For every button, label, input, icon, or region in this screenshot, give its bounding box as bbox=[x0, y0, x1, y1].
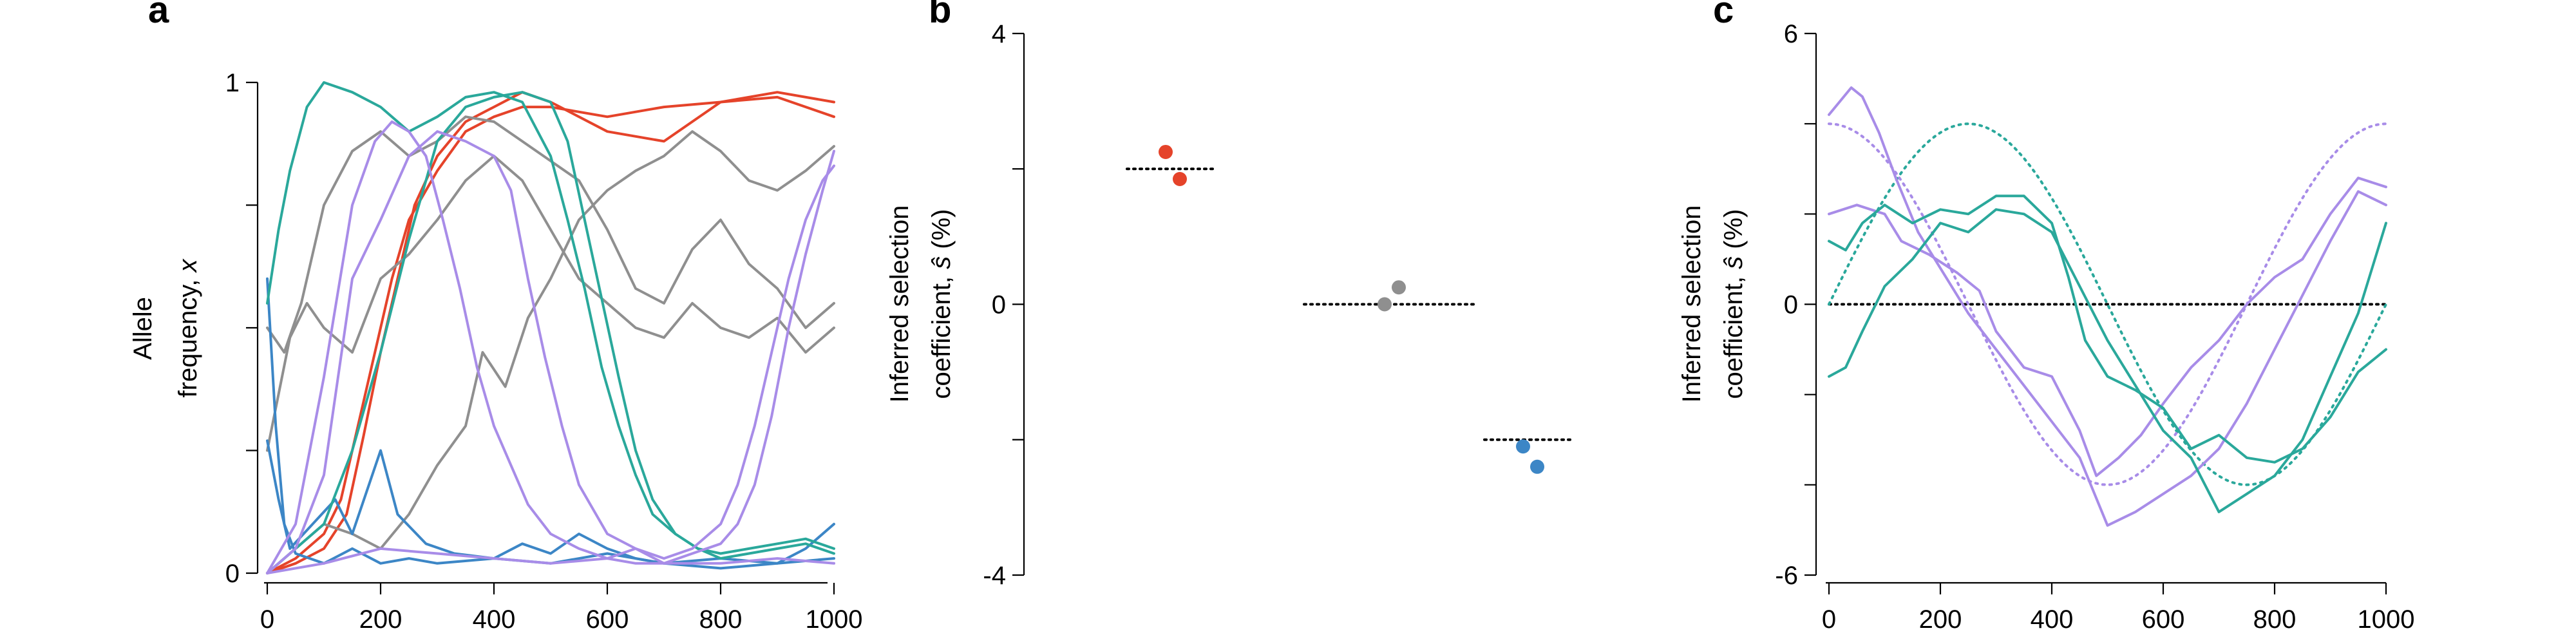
panel-b-y-ticks: -4 0 4 bbox=[983, 20, 1024, 590]
allele-trajectory-teal bbox=[266, 91, 835, 574]
panel-b-label: b bbox=[929, 0, 951, 31]
a-x-tick-label: 600 bbox=[586, 605, 629, 634]
allele-trajectory-gray bbox=[266, 115, 835, 354]
inferred-s-curve-teal bbox=[1828, 208, 2387, 513]
c-x-tick-label: 800 bbox=[2253, 605, 2297, 634]
a-x-tick-label: 0 bbox=[260, 605, 274, 634]
panel-c-y-title-unit: (%) bbox=[1719, 209, 1748, 256]
a-x-tick-label: 400 bbox=[473, 605, 516, 634]
panel-c-label: c bbox=[1713, 0, 1734, 31]
inferred-s-point-blue bbox=[1516, 439, 1530, 454]
panel-c-inferred-curves bbox=[1828, 86, 2387, 527]
panel-c-inferred-selection-time-varying: c -6 0 6 0 200 400 600 800 1000 Inferred select… bbox=[1678, 0, 2414, 634]
panel-a-label: a bbox=[148, 0, 169, 31]
allele-trajectory-gray bbox=[266, 155, 835, 452]
inferred-s-point-red bbox=[1173, 172, 1187, 187]
inferred-s-point-gray bbox=[1392, 280, 1406, 295]
allele-trajectory-red bbox=[266, 91, 835, 574]
c-y-tick-label: 6 bbox=[1784, 20, 1798, 48]
c-y-tick-label: -6 bbox=[1775, 562, 1798, 590]
c-x-tick-label: 200 bbox=[1919, 605, 1962, 634]
panel-b-y-title-plain: coefficient, bbox=[927, 269, 956, 399]
panel-b-inferred-selection-constant: b -4 0 4 Inferred selection coefficient, ŝ… bbox=[886, 0, 1576, 590]
a-y-tick-label: 1 bbox=[225, 69, 240, 97]
inferred-s-curve-purple bbox=[1828, 86, 2387, 527]
panel-a-y-title-variable: x bbox=[174, 258, 202, 274]
panel-c-y-ticks: -6 0 6 bbox=[1775, 20, 1816, 590]
b-y-tick-label: 0 bbox=[992, 291, 1006, 319]
allele-trajectory-purple bbox=[266, 149, 835, 574]
panel-c-y-title-plain: coefficient, bbox=[1719, 269, 1748, 399]
panel-b-y-title-line-2: coefficient, ŝ (%) bbox=[927, 209, 956, 399]
panel-b-y-title-unit: (%) bbox=[927, 209, 956, 256]
panel-a-allele-frequency: a 01 0 200 400 600 800 1000 Allele frequency,… bbox=[129, 0, 862, 634]
allele-trajectory-blue bbox=[266, 277, 835, 565]
a-x-tick-label: 800 bbox=[699, 605, 743, 634]
b-y-tick-label: 4 bbox=[992, 20, 1006, 48]
panel-a-y-ticks: 01 bbox=[225, 69, 258, 588]
allele-trajectory-purple bbox=[266, 120, 835, 574]
panel-a-trajectories bbox=[266, 81, 835, 574]
panel-c-true-selection-curves bbox=[1828, 122, 2387, 486]
allele-trajectory-purple bbox=[266, 130, 835, 574]
panel-c-y-title-line-2: coefficient, ŝ (%) bbox=[1719, 209, 1748, 399]
c-x-tick-label: 400 bbox=[2031, 605, 2074, 634]
panel-b-groups bbox=[1126, 144, 1576, 474]
true-selection-curve-purple bbox=[1828, 122, 2387, 486]
panel-b-y-title-variable: ŝ bbox=[927, 256, 956, 269]
a-x-tick-label: 200 bbox=[359, 605, 402, 634]
panel-a-y-title-plain: frequency, bbox=[174, 272, 202, 398]
c-x-tick-label: 600 bbox=[2142, 605, 2185, 634]
panel-a-y-title-line-2: frequency, x bbox=[174, 258, 202, 398]
c-y-tick-label: 0 bbox=[1784, 291, 1798, 319]
c-x-tick-label: 0 bbox=[1822, 605, 1836, 634]
allele-trajectory-gray bbox=[266, 130, 835, 574]
panel-a-y-title-line-1: Allele bbox=[129, 297, 157, 360]
c-x-tick-label: 1000 bbox=[2358, 605, 2415, 634]
a-x-tick-label: 1000 bbox=[806, 605, 863, 634]
a-y-tick-label: 0 bbox=[225, 560, 240, 588]
panel-b-y-title-line-1: Inferred selection bbox=[886, 205, 914, 403]
inferred-s-curve-teal bbox=[1828, 194, 2387, 464]
allele-trajectory-red bbox=[266, 95, 835, 574]
panel-c-y-title-variable: ŝ bbox=[1719, 256, 1748, 269]
allele-trajectory-teal bbox=[266, 81, 835, 555]
inferred-s-point-gray bbox=[1378, 297, 1392, 312]
panel-c-x-ticks: 0 200 400 600 800 1000 bbox=[1822, 583, 2415, 634]
panel-a-x-ticks: 0 200 400 600 800 1000 bbox=[260, 583, 863, 634]
inferred-s-point-red bbox=[1159, 144, 1173, 159]
panel-c-y-title-line-1: Inferred selection bbox=[1678, 205, 1706, 403]
inferred-s-point-blue bbox=[1530, 459, 1544, 474]
b-y-tick-label: -4 bbox=[983, 562, 1006, 590]
